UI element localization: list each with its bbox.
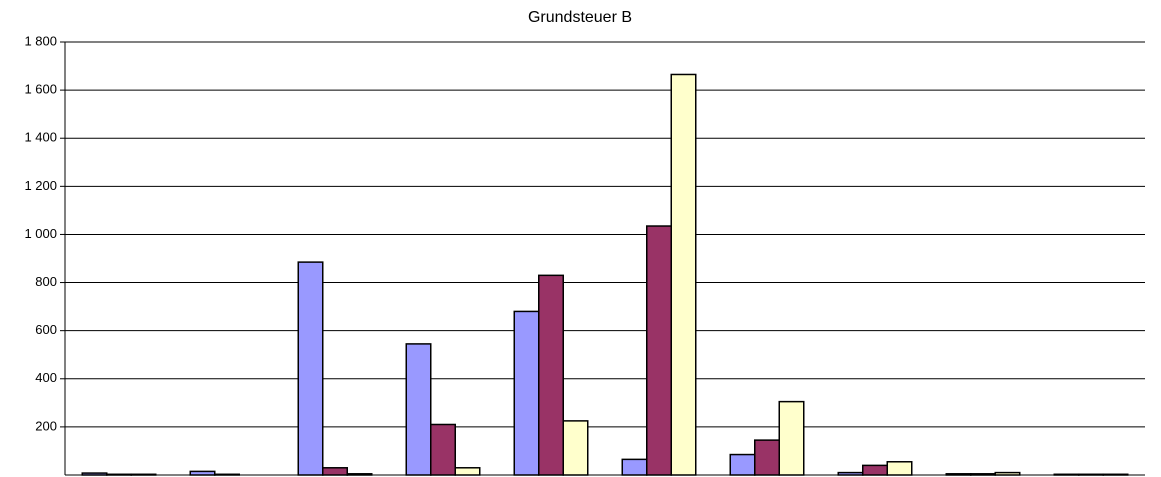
bar xyxy=(297,261,324,476)
y-tick-label: 1 600 xyxy=(24,82,57,97)
bar xyxy=(322,467,348,476)
y-tick-label: 800 xyxy=(35,274,57,289)
bar xyxy=(646,225,672,476)
bar xyxy=(454,467,481,476)
bar xyxy=(754,439,780,476)
y-tick-label: 1 400 xyxy=(24,130,57,145)
bar xyxy=(430,423,456,476)
y-tick-label: 600 xyxy=(35,322,57,337)
bar xyxy=(862,464,888,476)
y-tick-label: 1 000 xyxy=(24,226,57,241)
bar xyxy=(886,461,913,476)
bar xyxy=(670,73,697,476)
y-tick-label: 1 800 xyxy=(24,33,57,48)
bar xyxy=(562,420,589,476)
y-tick-label: 1 200 xyxy=(24,178,57,193)
bar xyxy=(778,400,805,476)
y-tick-label: 200 xyxy=(35,418,57,433)
bar xyxy=(729,453,756,476)
bar xyxy=(405,343,432,476)
bar xyxy=(621,458,648,476)
chart-title: Grundsteuer B xyxy=(528,9,632,26)
y-tick-label: 400 xyxy=(35,370,57,385)
bar xyxy=(189,470,216,476)
bar xyxy=(513,310,540,476)
bar xyxy=(538,274,564,476)
